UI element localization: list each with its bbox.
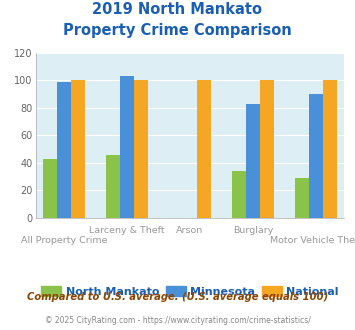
Text: © 2025 CityRating.com - https://www.cityrating.com/crime-statistics/: © 2025 CityRating.com - https://www.city… xyxy=(45,316,310,325)
Text: Larceny & Theft: Larceny & Theft xyxy=(89,226,165,235)
Bar xyxy=(120,76,134,218)
Bar xyxy=(43,159,57,218)
Bar xyxy=(106,154,120,218)
Text: Arson: Arson xyxy=(176,226,203,235)
Bar xyxy=(57,82,71,218)
Bar xyxy=(134,80,148,218)
Bar xyxy=(71,80,84,218)
Legend: North Mankato, Minnesota, National: North Mankato, Minnesota, National xyxy=(41,286,339,297)
Text: Compared to U.S. average. (U.S. average equals 100): Compared to U.S. average. (U.S. average … xyxy=(27,292,328,302)
Bar xyxy=(295,178,309,218)
Bar xyxy=(246,104,260,218)
Bar xyxy=(309,94,323,218)
Bar xyxy=(260,80,274,218)
Text: Motor Vehicle Theft: Motor Vehicle Theft xyxy=(270,236,355,245)
Text: 2019 North Mankato: 2019 North Mankato xyxy=(93,2,262,16)
Bar xyxy=(232,171,246,218)
Text: All Property Crime: All Property Crime xyxy=(21,236,107,245)
Bar xyxy=(197,80,211,218)
Bar xyxy=(323,80,337,218)
Text: Burglary: Burglary xyxy=(233,226,273,235)
Text: Property Crime Comparison: Property Crime Comparison xyxy=(63,23,292,38)
